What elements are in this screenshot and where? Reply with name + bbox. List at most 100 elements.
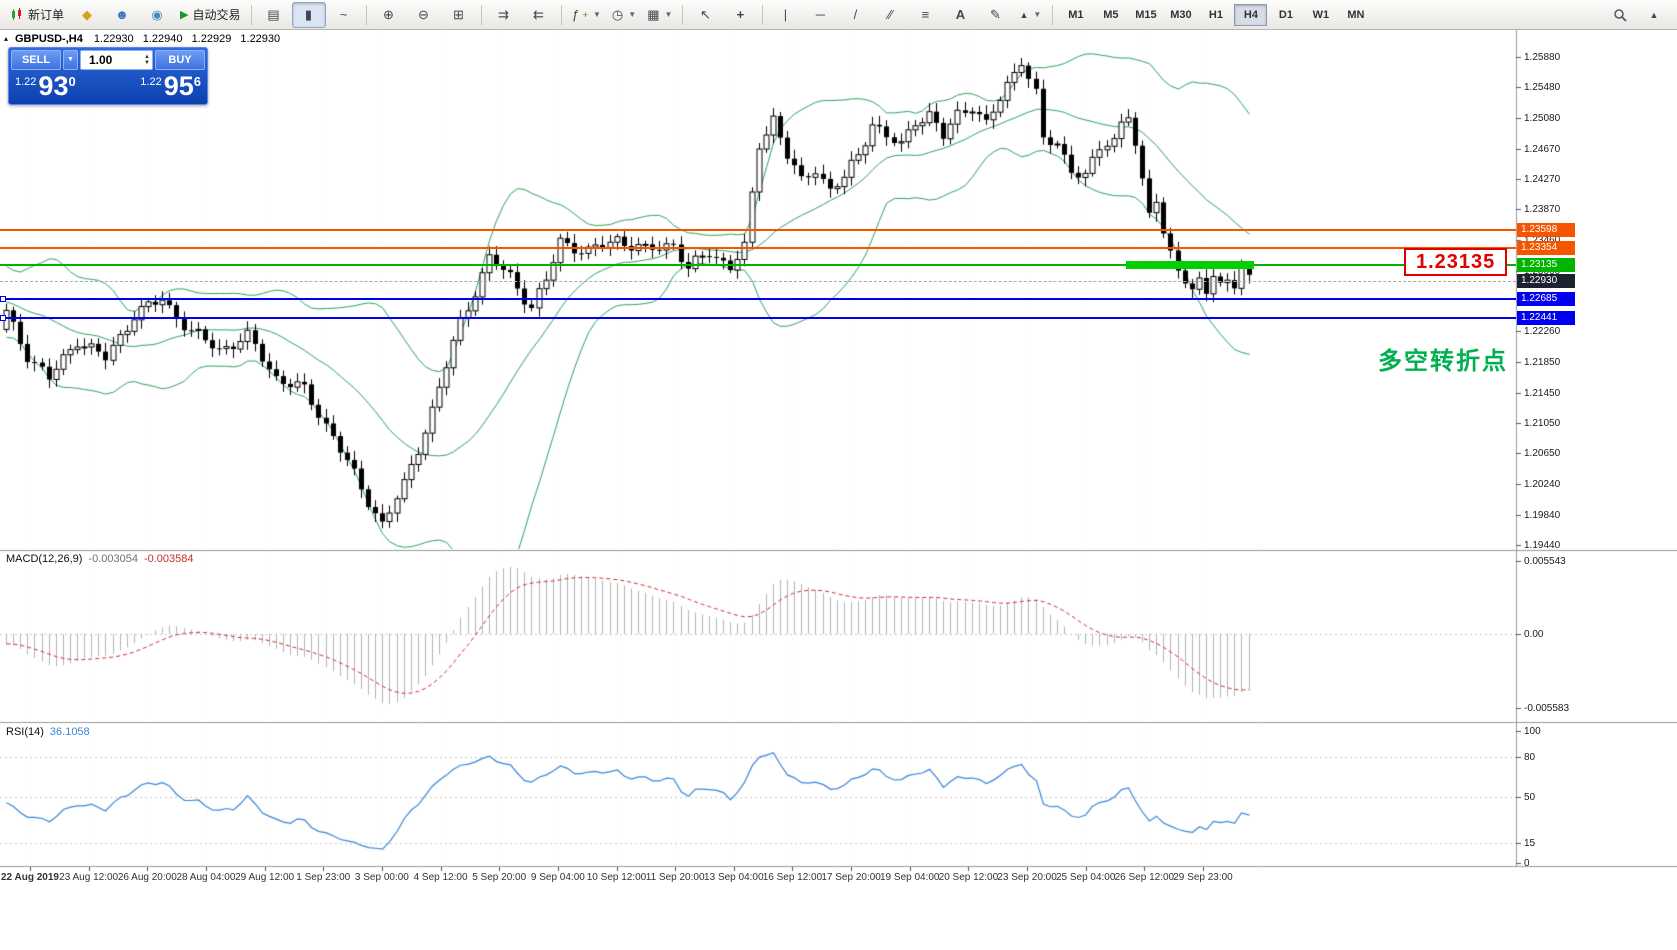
horizontal-line-button[interactable]: ─ [803, 2, 837, 28]
timeframe-mn[interactable]: MN [1347, 8, 1365, 21]
sell-price[interactable]: 1.22 93 0 [15, 71, 76, 101]
candlestick-chart-button[interactable]: ▮ [291, 1, 326, 28]
crosshair-icon: + [736, 7, 745, 22]
bar-chart-icon: ▤ [267, 6, 280, 22]
fibonacci-button[interactable]: ≡ [908, 2, 942, 28]
mql5-community-button[interactable]: ☻ [105, 2, 139, 28]
price-annotation-box[interactable]: 1.23135 [1404, 248, 1508, 276]
volume-up-button[interactable]: ▲ [144, 54, 150, 60]
rsi-tick-label: 50 [1524, 792, 1536, 803]
cursor-icon: ↖ [699, 6, 711, 22]
timeframe-h1[interactable]: H1 [1208, 8, 1223, 21]
channel-button[interactable]: ∕∕ [873, 2, 907, 28]
timeframe-m15[interactable]: M15 [1135, 8, 1157, 21]
trendline-icon: / [853, 7, 858, 22]
time-tick-label: 23 Sep 20:00 [997, 872, 1057, 883]
price-tick-label: 1.23870 [1524, 204, 1561, 216]
search-button[interactable] [1603, 2, 1637, 28]
zoom-out-button[interactable]: ⊖ [407, 2, 441, 28]
indicators-button[interactable]: ƒ + ▼ [571, 7, 601, 22]
time-tick-label: 28 Aug 04:00 [176, 872, 236, 883]
channel-icon: ∕∕ [888, 7, 893, 22]
periods-button[interactable]: ◷ ▼ [607, 2, 641, 28]
pencil-icon: ✎ [989, 6, 1001, 22]
metaeditor-button[interactable]: ◆ [70, 2, 104, 28]
horizontal-line-1.23135[interactable] [0, 264, 1516, 266]
time-tick-label: 20 Sep 12:00 [938, 872, 999, 883]
separator [762, 4, 764, 25]
line-chart-icon: ~ [339, 7, 348, 22]
volume-down-button[interactable]: ▼ [144, 60, 150, 66]
chevron-down-icon: ▼ [593, 10, 601, 19]
line-handle[interactable] [0, 314, 6, 321]
market-button[interactable]: ◉ [140, 2, 174, 28]
tile-windows-button[interactable]: ⊞ [442, 2, 476, 28]
timeframe-d1[interactable]: D1 [1278, 8, 1293, 21]
vertical-line-button[interactable]: | [768, 2, 802, 28]
autotrading-button[interactable]: ▶ 自动交易 [175, 2, 245, 28]
buy-price[interactable]: 1.22 95 6 [140, 71, 201, 101]
metaeditor-icon: ◆ [82, 6, 93, 22]
shapes-button[interactable]: ▲ ▼ [1013, 2, 1047, 28]
new-order-icon [12, 8, 21, 20]
separator [560, 4, 562, 25]
horizontal-line-1.23598[interactable] [0, 228, 1516, 231]
vertical-line-icon: | [783, 7, 788, 22]
price-tick-label: 1.21450 [1524, 387, 1561, 399]
label-button[interactable]: ✎ [978, 2, 1012, 28]
buy-button[interactable]: BUY [155, 50, 205, 70]
chart-shift-button[interactable]: ⇇ [522, 2, 556, 28]
zoom-in-button[interactable]: ⊕ [372, 2, 406, 28]
auto-scroll-button[interactable]: ⇉ [487, 2, 521, 28]
toolbar: 新订单 ◆ ☻ ◉ ▶ 自动交易 ▤ ▮ ~ ⊕ ⊖ ⊞ ⇉ ⇇ ƒ + ▼ ◷ ▼ … [0, 0, 1677, 30]
macd-tick-label: -0.005583 [1524, 702, 1570, 714]
price-tick-label: 1.24670 [1524, 143, 1561, 155]
timeframe-m5[interactable]: M5 [1103, 8, 1119, 21]
price-level-chip-1.22685: 1.22685 [1517, 292, 1575, 307]
timeframe-h4[interactable]: H4 [1234, 3, 1268, 26]
close-value: 1.22930 [240, 33, 281, 45]
sell-button[interactable]: SELL [11, 50, 61, 70]
new-order-button[interactable]: 新订单 [6, 2, 69, 28]
timeframe-w1[interactable]: W1 [1312, 8, 1330, 21]
bid-price-line [0, 280, 1516, 282]
crosshair-button[interactable]: + [723, 2, 757, 28]
bar-chart-button[interactable]: ▤ [257, 2, 291, 28]
horizontal-line-1.23354[interactable] [0, 247, 1516, 250]
search-icon [1614, 8, 1627, 22]
order-options-dropdown[interactable]: ▼ [63, 50, 78, 70]
line-handle[interactable] [0, 296, 6, 303]
horizontal-line-1.22685[interactable] [0, 298, 1516, 301]
timeframe-m30[interactable]: M30 [1170, 8, 1192, 21]
cursor-button[interactable]: ↖ [688, 2, 722, 28]
pivot-highlight-segment[interactable] [1126, 261, 1254, 269]
separator [250, 4, 252, 25]
time-tick-label: 17 Sep 20:00 [821, 872, 881, 883]
symbol-title: GBPUSD-,H4 [15, 33, 83, 45]
trendline-button[interactable]: / [838, 2, 872, 28]
time-tick-label: 10 Sep 12:00 [586, 872, 647, 883]
collapse-toolbar-button[interactable]: ▲ [1637, 2, 1671, 28]
time-tick-label: 4 Sep 12:00 [413, 872, 468, 883]
time-tick-label: 23 Aug 12:00 [59, 872, 119, 883]
one-click-panel-toggle[interactable]: ▴ [4, 34, 9, 43]
text-button[interactable]: A [943, 2, 977, 28]
horizontal-line-1.22441[interactable] [0, 316, 1516, 319]
price-tick-label: 1.25880 [1524, 52, 1561, 63]
time-tick-label: 26 Sep 12:00 [1114, 872, 1175, 883]
line-chart-button[interactable]: ~ [327, 2, 361, 28]
macd-tick-label: 0.005543 [1524, 555, 1566, 567]
macd-tick-label: 0.00 [1524, 629, 1544, 640]
volume-input[interactable]: 1.00 ▲ ▼ [80, 50, 153, 70]
shapes-icon: ▲ [1019, 9, 1029, 20]
time-tick-label: 29 Sep 23:00 [1173, 872, 1233, 883]
price-level-chip-1.23135: 1.23135 [1517, 258, 1575, 272]
price-tick-label: 1.19440 [1524, 540, 1561, 551]
timeframe-m1[interactable]: M1 [1068, 8, 1084, 21]
template-icon: ▦ [647, 6, 660, 22]
horizontal-line-icon: ─ [815, 7, 826, 22]
time-tick-label: 25 Sep 04:00 [1055, 872, 1116, 883]
templates-button[interactable]: ▦ ▼ [642, 2, 677, 28]
